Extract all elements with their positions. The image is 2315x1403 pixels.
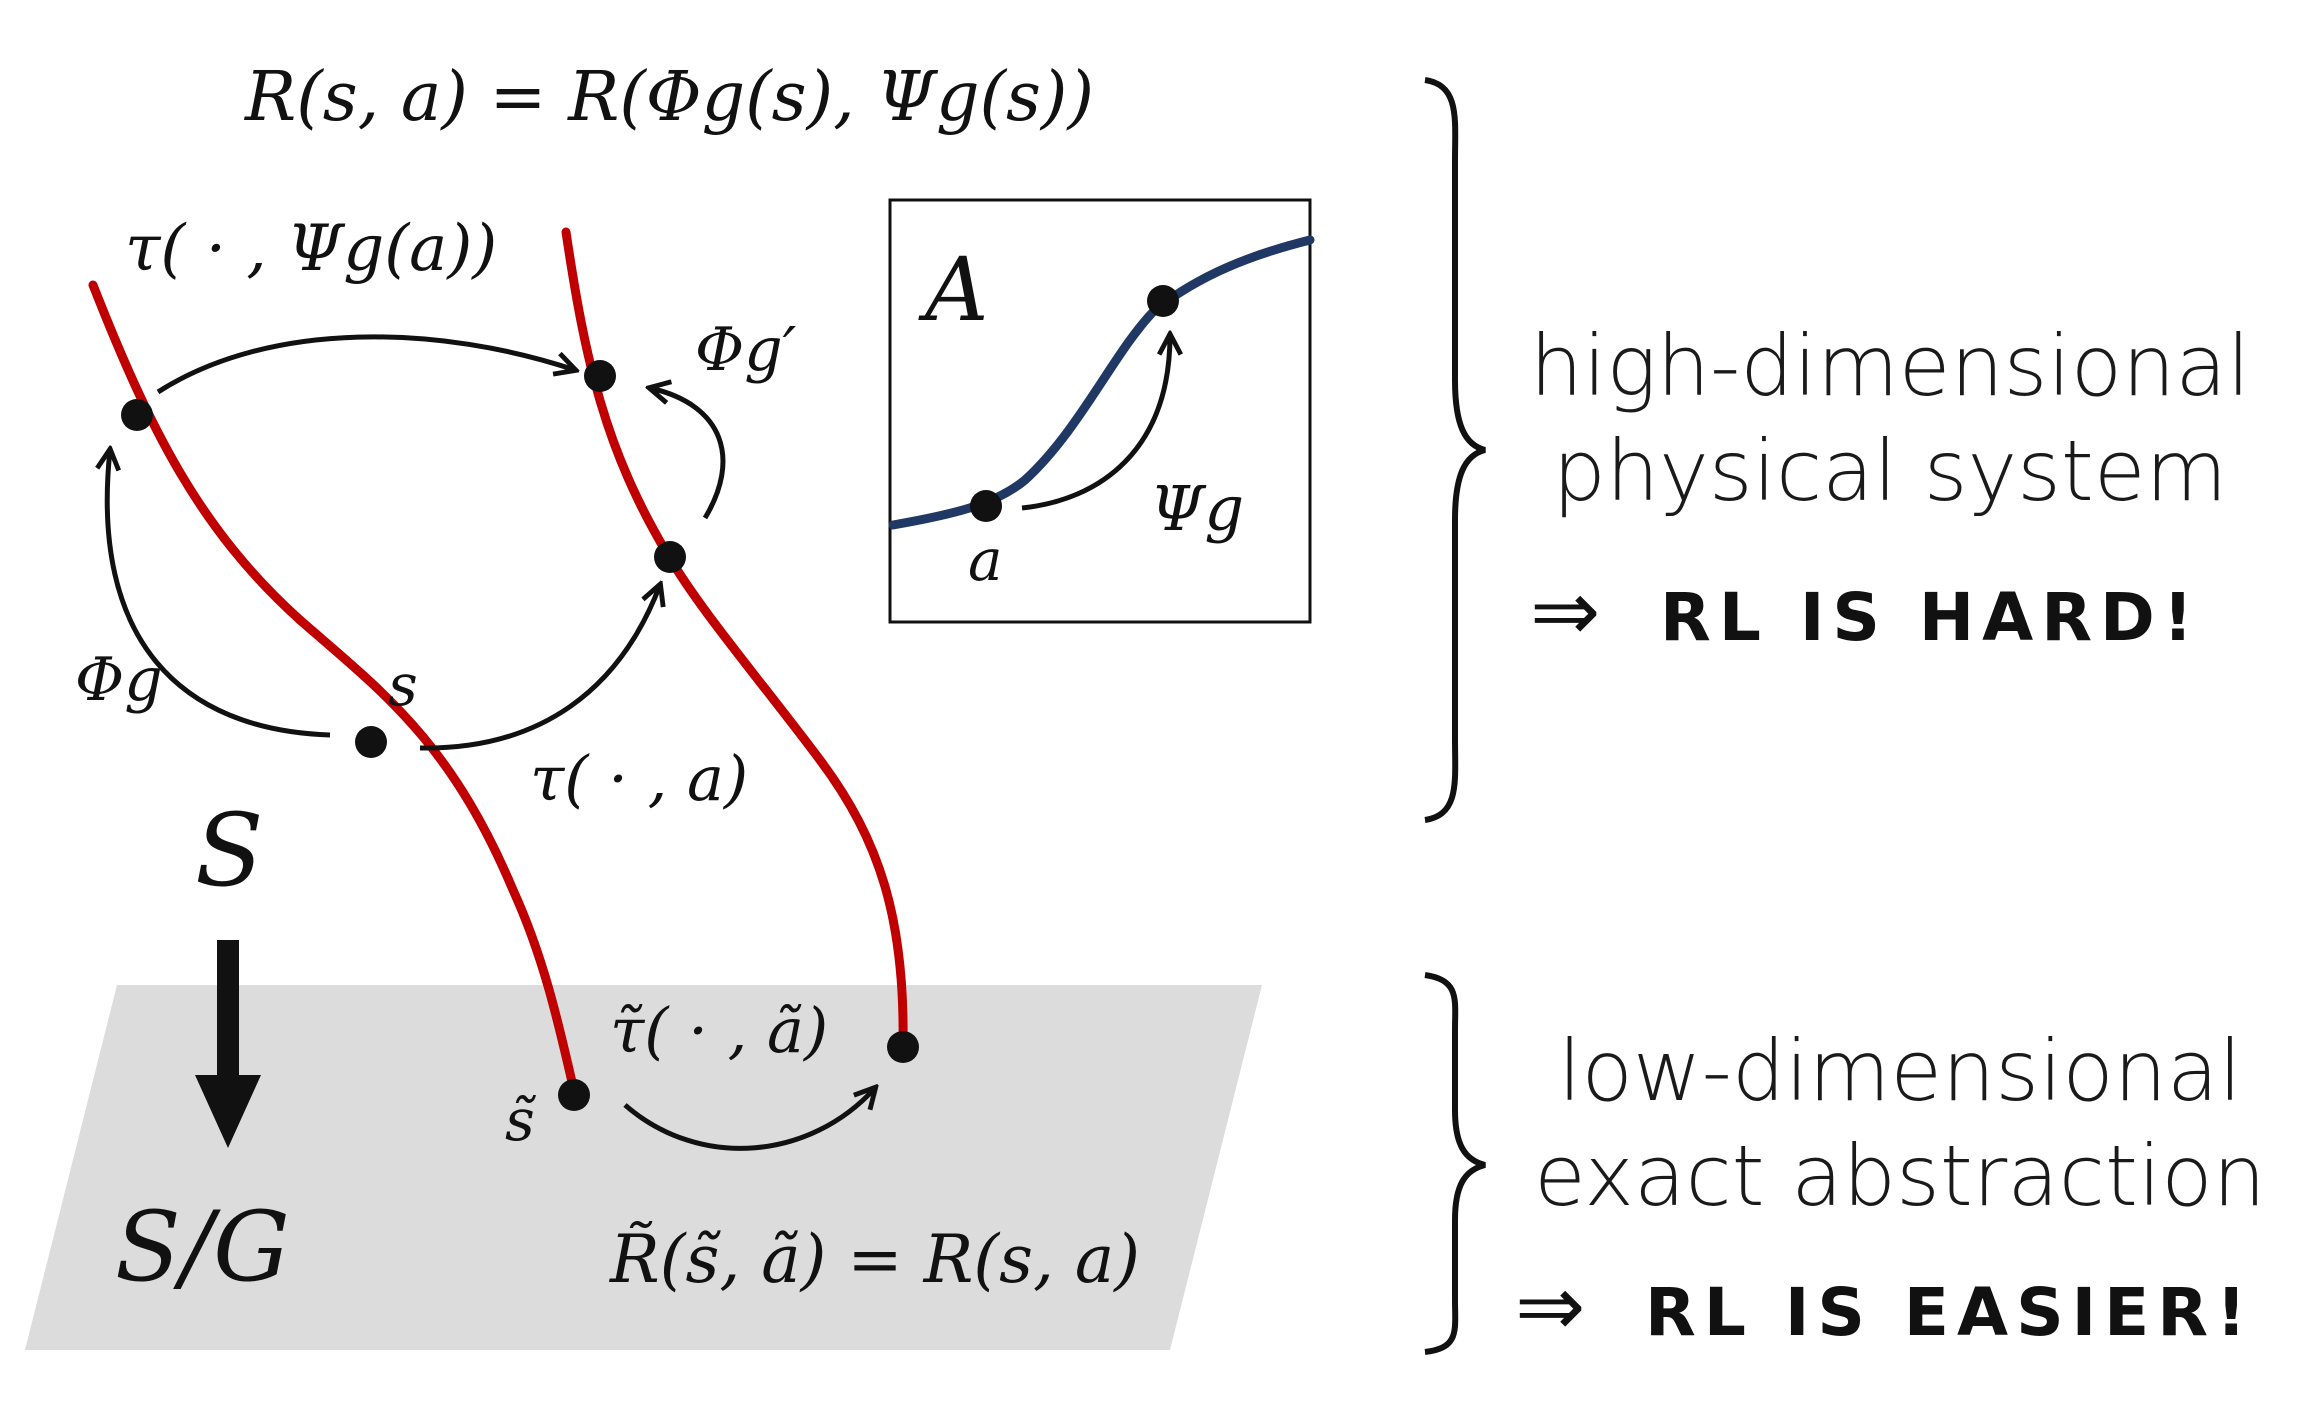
arrow-psi-g xyxy=(1021,335,1170,511)
label-tau-a: τ( · , a) xyxy=(530,742,748,815)
point-fiber-right-end xyxy=(887,1031,919,1063)
point-psi-a xyxy=(1147,285,1179,317)
label-s: s xyxy=(388,651,418,719)
projection-arrow-head xyxy=(195,1075,261,1148)
top-line1: high-dimensional xyxy=(1530,317,2250,415)
bottom-line1: low-dimensional xyxy=(1558,1022,2242,1120)
top-conclusion: RL IS HARD! xyxy=(1660,579,2201,656)
arrow-phi-g xyxy=(107,450,331,738)
fiber-left xyxy=(88,280,580,1100)
inset-title: A xyxy=(918,238,989,341)
point-s xyxy=(355,726,387,758)
action-space-inset xyxy=(888,198,1312,624)
bottom-conclusion: RL IS EASIER! xyxy=(1645,1274,2254,1351)
label-state-space: S xyxy=(195,792,264,909)
label-phi-g: Φg xyxy=(75,645,163,715)
top-line2: physical system xyxy=(1553,422,2228,520)
label-s-tilde: s̃ xyxy=(505,1086,537,1154)
bottom-implies: ⇒ xyxy=(1515,1257,1585,1355)
point-a xyxy=(970,490,1002,522)
inset-point-label: a xyxy=(968,526,1003,594)
bottom-line2: exact abstraction xyxy=(1534,1127,2266,1225)
arrow-phi-g-prime xyxy=(650,388,726,520)
arrow-tau-a xyxy=(419,585,660,751)
arrow-tau-psi xyxy=(156,334,575,395)
label-tau-psi: τ( · , Ψg(a)) xyxy=(125,212,497,286)
projection-arrow-shaft xyxy=(217,940,239,1080)
point-s-tilde xyxy=(558,1079,590,1111)
inset-map-label: Ψg xyxy=(1150,472,1244,545)
point-left-top xyxy=(121,399,153,431)
label-tau-tilde: τ̃( · , ã) xyxy=(610,994,828,1067)
brace-bottom xyxy=(1424,972,1486,1355)
point-right-mid xyxy=(654,541,686,573)
arrow-tau-tilde xyxy=(623,1088,875,1151)
point-right-top xyxy=(584,360,616,392)
top-implies: ⇒ xyxy=(1530,562,1600,660)
label-quotient: S/G xyxy=(115,1191,290,1303)
brace-top xyxy=(1424,77,1486,823)
quotient-plane xyxy=(25,985,1262,1350)
label-reward-tilde: R̃(s̃, ã) = R(s, a) xyxy=(609,1221,1140,1298)
label-phi-g-prime: Φg′ xyxy=(695,315,797,385)
equation-top: R(s, a) = R(Φg(s), Ψg(s)) xyxy=(243,58,1094,137)
